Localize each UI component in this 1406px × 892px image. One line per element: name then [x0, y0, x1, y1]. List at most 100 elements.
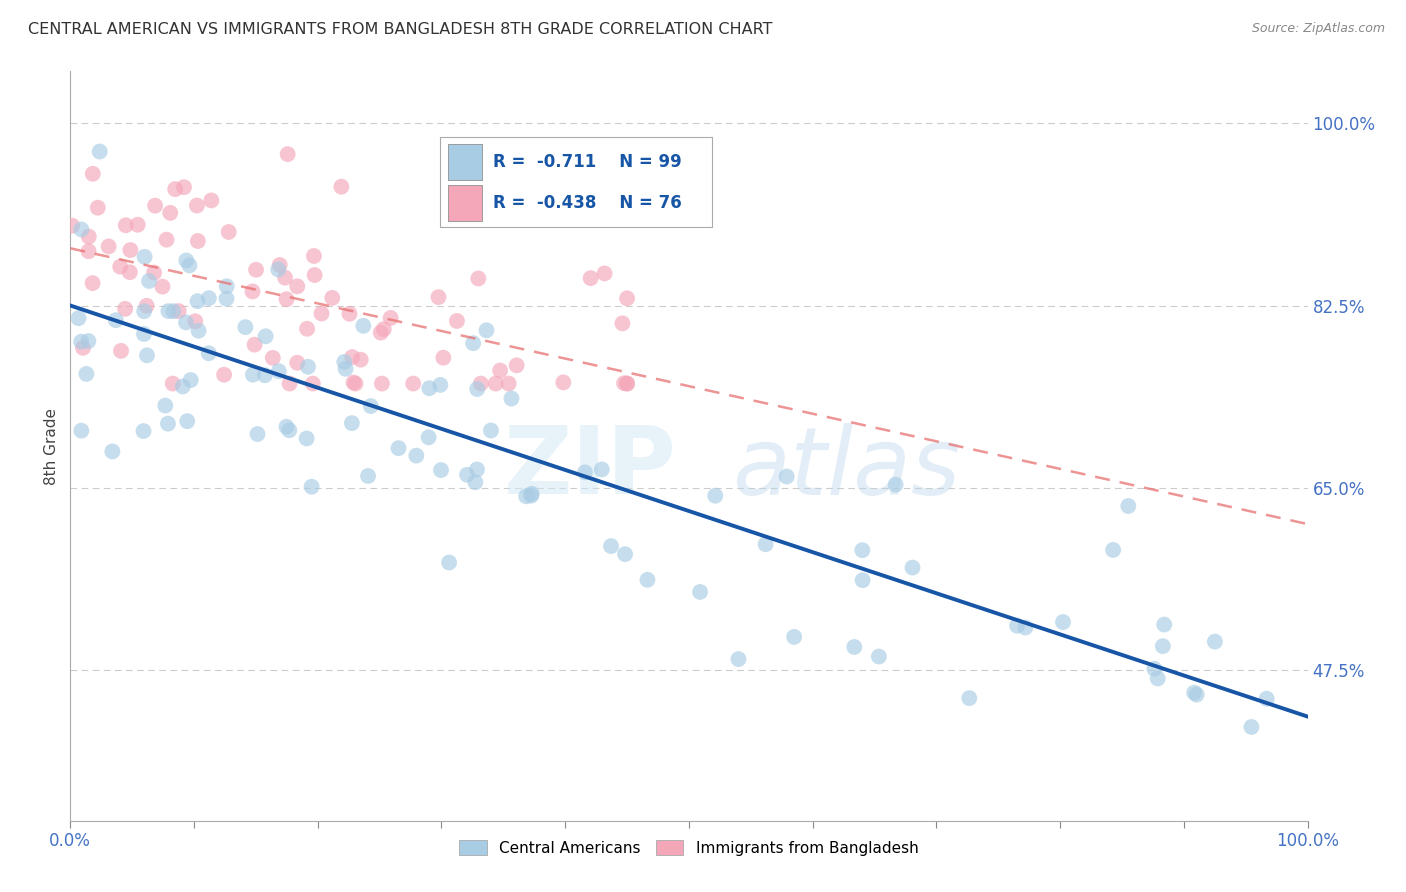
Point	[254, 329, 277, 343]
Point	[67, 311, 90, 326]
Point	[600, 539, 623, 553]
Point	[152, 279, 174, 293]
Point	[186, 294, 208, 309]
Point	[1143, 662, 1166, 676]
Point	[70, 334, 93, 349]
Point	[553, 376, 575, 390]
Point	[593, 267, 616, 281]
Point	[783, 630, 806, 644]
Point	[357, 469, 380, 483]
Point	[180, 373, 202, 387]
Text: ZIP: ZIP	[503, 423, 676, 515]
Point	[321, 291, 343, 305]
Point	[755, 537, 778, 551]
Point	[1240, 720, 1263, 734]
Point	[432, 351, 454, 365]
Text: atlas: atlas	[733, 423, 960, 514]
Point	[776, 469, 799, 483]
Point	[156, 417, 179, 431]
Point	[162, 304, 184, 318]
Point	[184, 314, 207, 328]
FancyBboxPatch shape	[447, 144, 482, 180]
Point	[352, 318, 374, 333]
Point	[274, 270, 297, 285]
Point	[215, 279, 238, 293]
Point	[157, 304, 180, 318]
Point	[689, 585, 711, 599]
Point	[136, 348, 159, 362]
Point	[489, 363, 512, 377]
Point	[579, 271, 602, 285]
Point	[851, 543, 873, 558]
Point	[467, 271, 489, 285]
Point	[174, 315, 197, 329]
Point	[134, 304, 156, 318]
Point	[89, 145, 111, 159]
Point	[198, 291, 221, 305]
Point	[340, 416, 363, 430]
Point	[515, 489, 537, 503]
Point	[155, 233, 177, 247]
Point	[278, 376, 301, 391]
Point	[200, 194, 222, 208]
Point	[108, 260, 131, 274]
Point	[246, 427, 269, 442]
Point	[637, 573, 659, 587]
Point	[302, 249, 325, 263]
Point	[485, 376, 508, 391]
Point	[373, 322, 395, 336]
Point	[465, 382, 488, 396]
Point	[285, 356, 308, 370]
Point	[957, 691, 980, 706]
Point	[852, 573, 875, 587]
Point	[267, 262, 290, 277]
Point	[82, 276, 104, 290]
Point	[333, 355, 356, 369]
Point	[77, 244, 100, 259]
Point	[186, 198, 208, 212]
Point	[143, 266, 166, 280]
Point	[479, 424, 502, 438]
Point	[1256, 691, 1278, 706]
Point	[430, 463, 453, 477]
Point	[613, 376, 636, 391]
Point	[179, 259, 201, 273]
Point	[110, 343, 132, 358]
Point	[616, 376, 638, 391]
Point	[118, 265, 141, 279]
Point	[242, 368, 264, 382]
Point	[380, 310, 402, 325]
Point	[1014, 621, 1036, 635]
Point	[285, 279, 308, 293]
Point	[520, 489, 543, 503]
Point	[77, 334, 100, 348]
Point	[1152, 639, 1174, 653]
Point	[498, 376, 520, 391]
Point	[167, 304, 190, 318]
Point	[505, 359, 527, 373]
Point	[104, 313, 127, 327]
Point	[127, 218, 149, 232]
Point	[465, 462, 488, 476]
Point	[520, 487, 543, 501]
Point	[297, 359, 319, 374]
Point	[360, 399, 382, 413]
Point	[278, 423, 301, 437]
Text: R =  -0.711    N = 99: R = -0.711 N = 99	[494, 153, 682, 171]
Text: Source: ZipAtlas.com: Source: ZipAtlas.com	[1251, 22, 1385, 36]
Point	[212, 368, 235, 382]
Point	[245, 262, 267, 277]
Point	[456, 467, 478, 482]
Point	[304, 268, 326, 282]
Point	[344, 376, 367, 391]
Point	[176, 414, 198, 428]
Point	[77, 229, 100, 244]
Point	[350, 352, 373, 367]
Point	[143, 199, 166, 213]
Point	[253, 368, 276, 383]
Legend: Central Americans, Immigrants from Bangladesh: Central Americans, Immigrants from Bangl…	[453, 833, 925, 862]
Point	[132, 424, 155, 438]
Point	[335, 361, 357, 376]
Point	[402, 376, 425, 391]
Point	[269, 258, 291, 272]
